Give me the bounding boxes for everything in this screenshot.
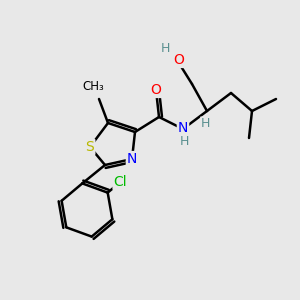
Text: Cl: Cl bbox=[113, 175, 127, 189]
Text: H: H bbox=[161, 42, 170, 55]
Text: S: S bbox=[85, 140, 94, 154]
Text: N: N bbox=[178, 121, 188, 134]
Text: CH₃: CH₃ bbox=[82, 80, 104, 93]
Text: N: N bbox=[127, 152, 137, 166]
Text: O: O bbox=[151, 83, 161, 97]
Text: O: O bbox=[173, 53, 184, 67]
Text: H: H bbox=[180, 135, 189, 148]
Text: H: H bbox=[201, 117, 210, 130]
